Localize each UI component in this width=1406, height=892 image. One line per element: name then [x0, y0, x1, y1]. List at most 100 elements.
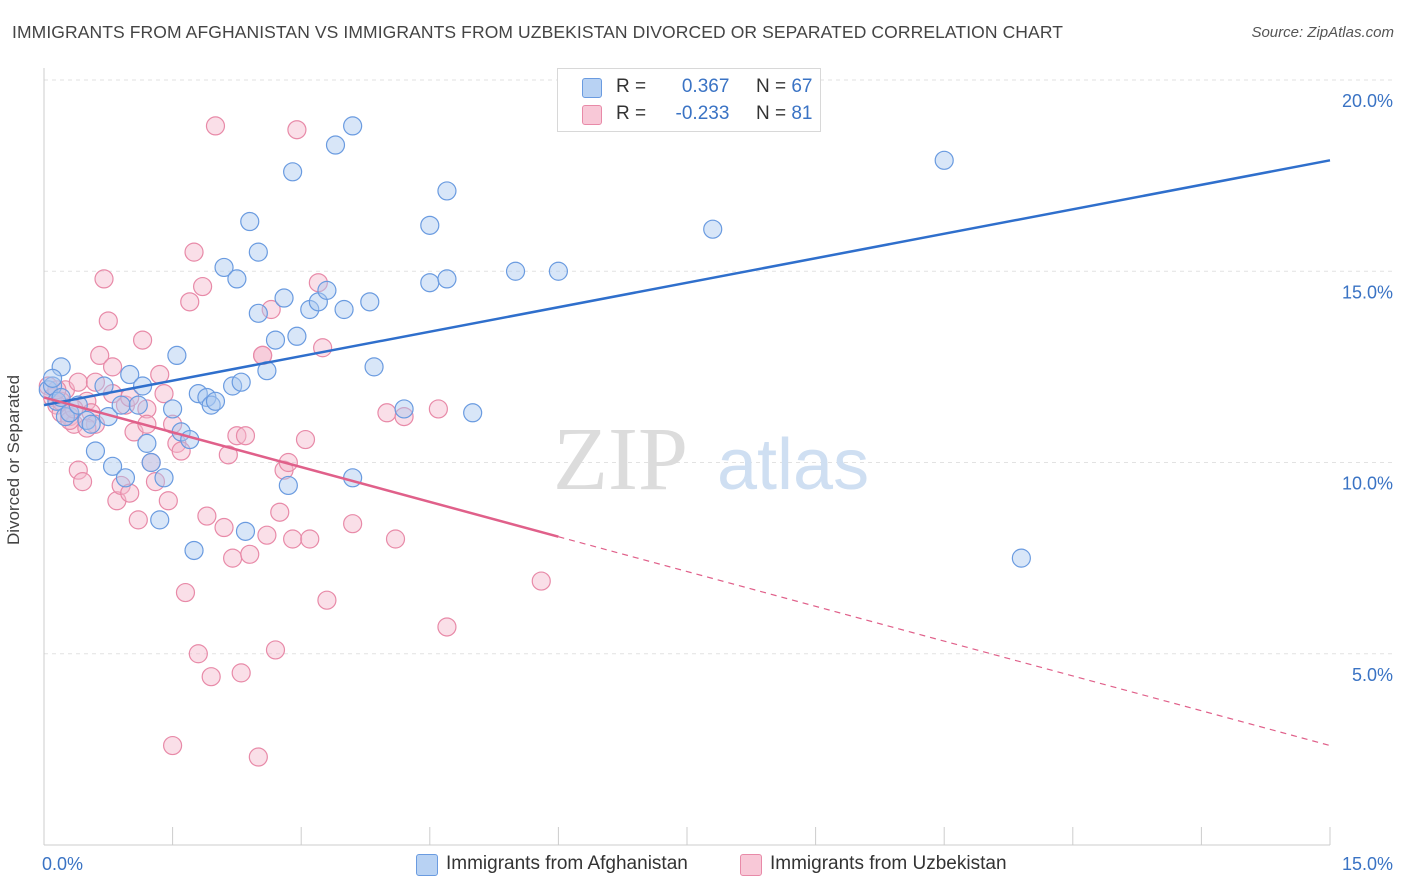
point-afghanistan-43	[283, 162, 303, 182]
point-uzbekistan-65	[394, 407, 414, 427]
point-uzbekistan-44	[231, 663, 251, 683]
point-afghanistan-53	[364, 357, 384, 377]
chart-title: IMMIGRANTS FROM AFGHANISTAN VS IMMIGRANT…	[12, 22, 1064, 42]
point-uzbekistan-7	[68, 460, 88, 480]
point-uzbekistan-33	[180, 292, 200, 312]
y-tick-label-1: 10.0%	[1342, 474, 1393, 494]
point-afghanistan-13	[111, 395, 131, 415]
source-label: Source: ZipAtlas.com	[1251, 24, 1394, 41]
point-afghanistan-8	[85, 441, 106, 461]
point-uzbekistan-8	[72, 472, 93, 492]
point-afghanistan-48	[334, 299, 354, 320]
point-uzbekistan-55	[283, 529, 303, 549]
point-uzbekistan-13	[94, 269, 114, 289]
point-afghanistan-15	[120, 364, 140, 385]
pink-swatch	[740, 854, 762, 876]
point-uzbekistan-56	[287, 120, 307, 140]
trend-line-uzbekistan-extension	[558, 536, 1331, 747]
point-afghanistan-35	[235, 521, 256, 541]
point-afghanistan-60	[505, 261, 526, 281]
point-afghanistan-47	[317, 280, 337, 300]
point-uzbekistan-12	[90, 345, 110, 365]
point-uzbekistan-69	[163, 735, 183, 756]
blue-swatch	[582, 78, 602, 98]
point-afghanistan-40	[265, 330, 286, 350]
point-afghanistan-18	[137, 433, 157, 453]
point-afghanistan-44	[287, 326, 307, 346]
y-tick-label-0: 5.0%	[1352, 665, 1393, 685]
y-tick-label-3: 20.0%	[1342, 91, 1393, 111]
point-afghanistan-52	[360, 292, 380, 312]
watermark-atlas: atlas	[717, 425, 869, 505]
blue-swatch	[416, 854, 438, 876]
legend-label: Immigrants from Uzbekistan	[770, 853, 1007, 874]
point-uzbekistan-74	[120, 483, 140, 503]
point-uzbekistan-28	[158, 491, 178, 511]
point-uzbekistan-35	[188, 644, 208, 664]
point-uzbekistan-71	[68, 372, 88, 392]
point-afghanistan-36	[240, 211, 260, 232]
point-afghanistan-42	[278, 475, 298, 496]
point-uzbekistan-41	[218, 445, 238, 465]
point-afghanistan-19	[141, 452, 161, 473]
point-uzbekistan-67	[437, 617, 457, 637]
point-uzbekistan-36	[193, 276, 213, 297]
point-afghanistan-21	[154, 468, 174, 488]
watermark: ZIP atlas	[553, 410, 869, 509]
x-tick-label-1: 15.0%	[1342, 854, 1393, 874]
point-uzbekistan-47	[248, 747, 268, 767]
point-afghanistan-10	[94, 376, 114, 396]
point-afghanistan-64	[1011, 548, 1031, 568]
point-uzbekistan-40	[214, 517, 234, 538]
point-afghanistan-22	[163, 399, 183, 419]
legend-label: Immigrants from Afghanistan	[446, 853, 688, 874]
trend-line-afghanistan	[43, 159, 1331, 407]
point-afghanistan-34	[231, 372, 251, 392]
point-afghanistan-20	[150, 510, 170, 530]
point-uzbekistan-32	[175, 582, 196, 603]
point-afghanistan-38	[248, 303, 268, 323]
r-value: 0.367	[681, 76, 730, 97]
n-label: N =	[755, 76, 787, 97]
point-uzbekistan-37	[197, 506, 217, 526]
point-afghanistan-26	[184, 540, 204, 561]
point-afghanistan-58	[437, 181, 457, 201]
point-uzbekistan-15	[102, 357, 123, 377]
point-uzbekistan-52	[270, 502, 290, 522]
series-legend: Immigrants from Afghanistan Immigrants f…	[0, 852, 1406, 880]
pink-swatch	[582, 105, 602, 125]
point-afghanistan-57	[437, 269, 457, 289]
point-uzbekistan-61	[317, 590, 337, 610]
point-afghanistan-54	[394, 399, 414, 419]
point-afghanistan-33	[227, 269, 247, 289]
tick-labels: 5.0% 10.0% 15.0% 20.0% 0.0% 15.0%	[42, 91, 1393, 874]
n-label: N =	[755, 103, 787, 124]
point-afghanistan-14	[115, 468, 136, 488]
point-uzbekistan-49	[257, 525, 277, 545]
point-uzbekistan-42	[223, 548, 243, 568]
stats-legend: R = 0.367 N = 67 R = -0.233 N = 81	[557, 68, 821, 132]
point-uzbekistan-21	[128, 510, 148, 530]
point-uzbekistan-34	[184, 242, 204, 262]
point-uzbekistan-62	[343, 514, 363, 534]
point-uzbekistan-38	[201, 667, 221, 687]
point-uzbekistan-50	[261, 299, 281, 320]
point-afghanistan-37	[248, 242, 268, 262]
point-afghanistan-56	[420, 273, 440, 293]
point-uzbekistan-14	[98, 311, 118, 331]
point-uzbekistan-57	[295, 429, 316, 450]
point-afghanistan-55	[420, 215, 440, 235]
r-label: R =	[616, 76, 647, 97]
point-uzbekistan-22	[132, 330, 153, 350]
point-uzbekistan-45	[235, 426, 256, 446]
point-uzbekistan-51	[265, 640, 286, 660]
point-uzbekistan-68	[531, 571, 551, 591]
watermark-zip: ZIP	[553, 410, 688, 509]
point-uzbekistan-64	[385, 529, 406, 549]
x-tick-label-0: 0.0%	[42, 854, 83, 874]
n-value: 81	[791, 103, 813, 124]
r-label: R =	[616, 103, 647, 124]
point-uzbekistan-27	[154, 384, 174, 404]
point-afghanistan-63	[934, 150, 954, 170]
